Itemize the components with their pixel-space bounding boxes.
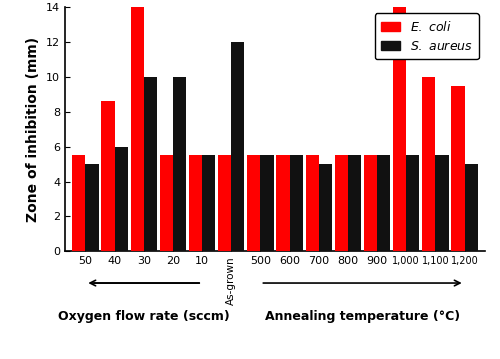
Bar xyxy=(406,155,420,251)
Bar xyxy=(218,155,232,251)
Bar xyxy=(319,164,332,251)
Text: Annealing temperature (°C): Annealing temperature (°C) xyxy=(265,310,460,323)
Bar xyxy=(260,155,274,251)
Bar xyxy=(436,155,448,251)
Bar xyxy=(248,155,260,251)
Bar xyxy=(364,155,377,251)
Bar xyxy=(377,155,390,251)
Bar xyxy=(202,155,215,251)
Bar xyxy=(306,155,319,251)
Bar xyxy=(422,77,436,251)
Bar xyxy=(144,77,157,251)
Bar xyxy=(86,164,98,251)
Y-axis label: Zone of inhibition (mm): Zone of inhibition (mm) xyxy=(26,37,40,222)
Bar xyxy=(130,7,144,251)
Bar xyxy=(72,155,86,251)
Bar xyxy=(189,155,202,251)
Bar xyxy=(335,155,348,251)
Bar xyxy=(173,77,186,251)
Bar xyxy=(102,101,114,251)
Bar xyxy=(276,155,289,251)
Legend: $\it{E.\ coli}$, $\it{S.\ aureus}$: $\it{E.\ coli}$, $\it{S.\ aureus}$ xyxy=(374,13,479,59)
Bar xyxy=(452,86,464,251)
Bar xyxy=(464,164,477,251)
Text: Oxygen flow rate (sccm): Oxygen flow rate (sccm) xyxy=(58,310,230,323)
Bar xyxy=(231,42,244,251)
Bar xyxy=(160,155,173,251)
Bar xyxy=(114,147,128,251)
Bar xyxy=(348,155,361,251)
Bar xyxy=(290,155,302,251)
Bar xyxy=(393,7,406,251)
